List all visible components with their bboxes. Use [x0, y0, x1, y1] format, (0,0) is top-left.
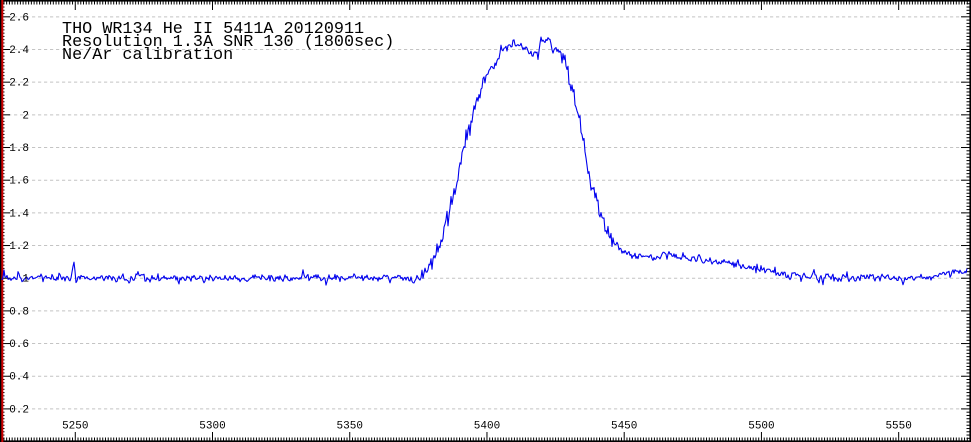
- svg-text:0.6: 0.6: [9, 339, 29, 351]
- svg-text:5300: 5300: [199, 421, 225, 433]
- svg-text:0.8: 0.8: [9, 306, 29, 318]
- svg-text:1.4: 1.4: [9, 208, 29, 220]
- svg-text:1.2: 1.2: [9, 241, 29, 253]
- svg-text:2.2: 2.2: [9, 78, 29, 90]
- svg-text:1.8: 1.8: [9, 143, 29, 155]
- svg-text:2.6: 2.6: [9, 12, 29, 24]
- svg-text:1: 1: [22, 274, 29, 286]
- svg-text:1.6: 1.6: [9, 176, 29, 188]
- svg-text:2.4: 2.4: [9, 45, 29, 57]
- svg-text:0.4: 0.4: [9, 372, 29, 384]
- svg-text:Ne/Ar calibration: Ne/Ar calibration: [62, 46, 233, 65]
- svg-text:2: 2: [22, 110, 29, 122]
- svg-text:0.2: 0.2: [9, 404, 29, 416]
- svg-text:5450: 5450: [611, 421, 637, 433]
- svg-text:5550: 5550: [885, 421, 911, 433]
- svg-text:5250: 5250: [62, 421, 88, 433]
- svg-text:5500: 5500: [748, 421, 774, 433]
- svg-text:5400: 5400: [474, 421, 500, 433]
- svg-text:5350: 5350: [337, 421, 363, 433]
